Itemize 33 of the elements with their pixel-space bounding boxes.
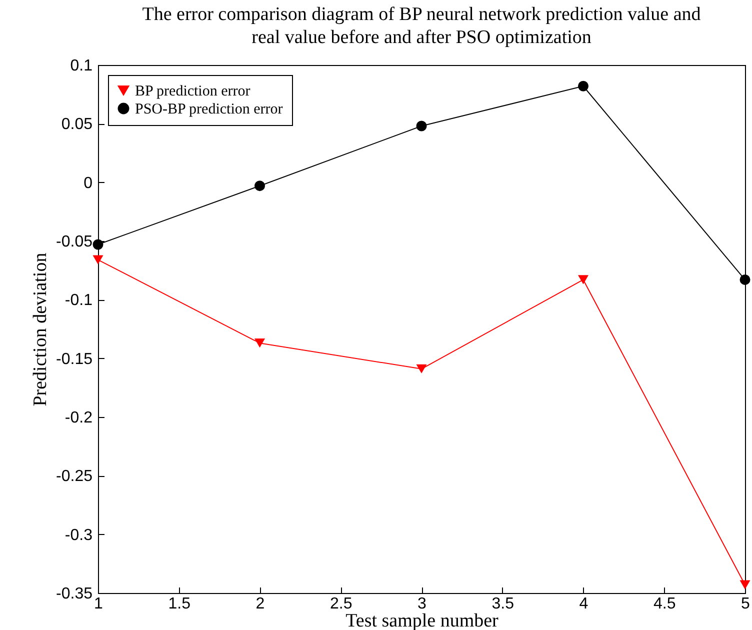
x-tick-label: 5 xyxy=(741,596,750,612)
y-tick-label: -0.15 xyxy=(56,350,93,368)
y-tick-label: 0 xyxy=(84,174,93,192)
y-axis-title: Prediction deviation xyxy=(30,252,52,406)
point xyxy=(416,364,427,374)
y-tick-label: -0.2 xyxy=(64,410,93,426)
point xyxy=(740,580,750,590)
y-tick-label: 0.1 xyxy=(70,58,93,74)
x-tick-label: 1 xyxy=(94,596,104,612)
point xyxy=(92,239,104,250)
point xyxy=(254,338,265,348)
x-tick-label: 2 xyxy=(256,596,265,612)
point xyxy=(740,274,750,285)
x-tick-label: 3.5 xyxy=(492,596,514,612)
point xyxy=(578,275,588,284)
x-tick-label: 4.5 xyxy=(654,596,676,612)
point xyxy=(416,120,427,132)
point xyxy=(578,80,588,92)
legend-label: BP prediction error xyxy=(135,84,250,100)
point xyxy=(92,255,104,264)
y-tick-label: -0.05 xyxy=(56,234,93,250)
x-tick-label: 1.5 xyxy=(168,596,191,612)
y-tick-label: -0.25 xyxy=(56,468,93,486)
x-tick-label: 3 xyxy=(418,596,427,612)
chart-title: The error comparison diagram of BP neural network prediction value and real value before and after PSO optimization xyxy=(142,4,702,48)
y-tick-label: 0.05 xyxy=(61,116,93,134)
y-tick-label: -0.1 xyxy=(64,292,93,310)
point xyxy=(254,180,265,192)
x-tick-label: 4 xyxy=(579,596,588,612)
y-tick-label: -0.3 xyxy=(64,526,93,544)
x-tick-label: 2.5 xyxy=(330,596,352,612)
y-tick-label: -0.35 xyxy=(56,586,93,602)
legend-label: PSO-BP prediction error xyxy=(135,102,283,118)
